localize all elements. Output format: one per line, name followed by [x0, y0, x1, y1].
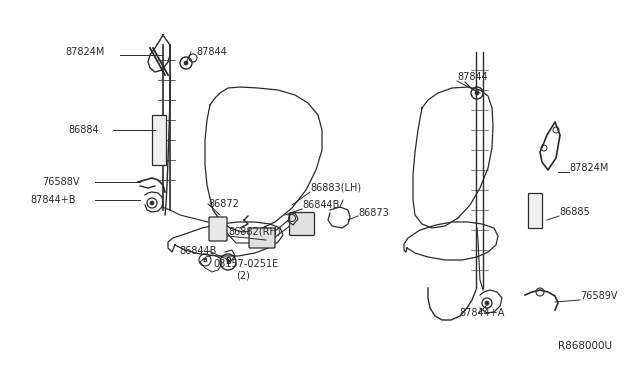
Text: 86882(RH): 86882(RH): [228, 227, 280, 237]
Text: 87844: 87844: [457, 72, 488, 82]
Text: 87844+A: 87844+A: [459, 308, 504, 318]
FancyBboxPatch shape: [209, 217, 227, 241]
Text: 86844B: 86844B: [302, 200, 339, 210]
Text: R868000U: R868000U: [558, 341, 612, 351]
Text: 87844+B: 87844+B: [30, 195, 76, 205]
Circle shape: [475, 91, 479, 95]
Text: 87824M: 87824M: [65, 47, 104, 57]
Text: (2): (2): [236, 271, 250, 281]
FancyBboxPatch shape: [289, 212, 314, 235]
Text: 87824M: 87824M: [569, 163, 609, 173]
Text: 86884: 86884: [68, 125, 99, 135]
Text: B: B: [225, 257, 231, 266]
Circle shape: [150, 201, 154, 205]
Text: 76588V: 76588V: [42, 177, 79, 187]
Text: 86885: 86885: [559, 207, 589, 217]
Text: 87844: 87844: [196, 47, 227, 57]
Text: B: B: [203, 257, 207, 263]
Text: 76589V: 76589V: [580, 291, 618, 301]
Circle shape: [184, 61, 188, 65]
Text: 08157-0251E: 08157-0251E: [213, 259, 278, 269]
Circle shape: [485, 301, 489, 305]
FancyBboxPatch shape: [249, 228, 275, 248]
Bar: [152, 115, 166, 165]
Text: 86872: 86872: [208, 199, 239, 209]
Text: 86844B: 86844B: [179, 246, 216, 256]
Text: 86873: 86873: [358, 208, 388, 218]
Text: 86883(LH): 86883(LH): [310, 183, 361, 193]
Bar: [528, 193, 542, 228]
